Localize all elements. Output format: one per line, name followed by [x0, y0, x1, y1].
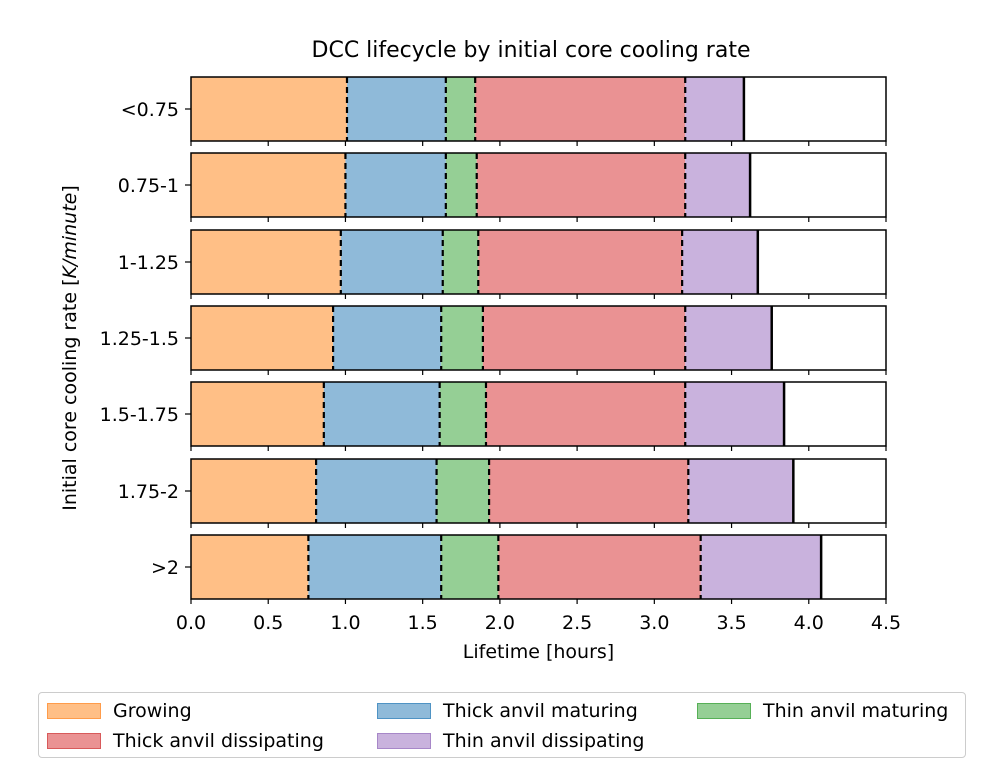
bar-1-5-1-75-growing [191, 382, 324, 446]
bar-2-thick-anvil-maturing [308, 535, 442, 599]
chart-panels: <0.75 0.75-1 1-1.25 1.25-1.5 1.5-1.75 1.75-2 >… [100, 76, 901, 634]
x-tick-label-4-5: 4.5 [871, 612, 901, 634]
bar-0-75-1-thick-anvil-dissipating [476, 153, 686, 217]
y-tick-label-0-75: <0.75 [121, 99, 179, 121]
legend-swatch-thick-anvil-maturing [377, 703, 431, 719]
x-axis-label: Lifetime [hours] [463, 641, 614, 663]
chart-svg: DCC lifecycle by initial core cooling ra… [59, 38, 901, 663]
bar-1-1-25-growing [191, 230, 341, 294]
y-axis-label-prefix: Initial core cooling rate [ [59, 279, 81, 511]
bar-0-75-thick-anvil-maturing [346, 77, 446, 141]
bar-1-75-2-thick-anvil-dissipating [489, 459, 689, 523]
y-axis-label-unit: K/minute [59, 193, 81, 279]
legend-item-thin-anvil-maturing: Thin anvil maturing [697, 699, 948, 723]
bar-1-25-1-5-thin-anvil-dissipating [685, 306, 772, 370]
legend-swatch-thin-anvil-dissipating [377, 733, 431, 749]
bar-1-1-25-thin-anvil-dissipating [682, 230, 758, 294]
y-tick-label-2: >2 [151, 557, 179, 579]
y-tick-label-1-75-2: 1.75-2 [118, 481, 179, 503]
bar-0-75-1-thick-anvil-maturing [345, 153, 446, 217]
x-tick-label-3-5: 3.5 [716, 612, 746, 634]
bar-1-25-1-5-growing [191, 306, 334, 370]
bar-1-25-1-5-thin-anvil-maturing [441, 306, 483, 370]
legend-item-thick-anvil-dissipating: Thick anvil dissipating [47, 729, 324, 753]
legend-label-thin-anvil-dissipating: Thin anvil dissipating [443, 730, 645, 752]
legend-label-thin-anvil-maturing: Thin anvil maturing [763, 700, 949, 722]
bar-0-75-1-thin-anvil-maturing [445, 153, 477, 217]
legend-label-growing: Growing [113, 700, 192, 722]
legend-swatch-thick-anvil-dissipating [47, 733, 101, 749]
x-tick-label-3-0: 3.0 [639, 612, 669, 634]
y-tick-label-1-25-1-5: 1.25-1.5 [100, 328, 179, 350]
y-tick-label-1-1-25: 1-1.25 [118, 252, 179, 274]
y-tick-label-1-5-1-75: 1.5-1.75 [100, 404, 179, 426]
legend-swatch-growing [47, 703, 101, 719]
legend-label-thick-anvil-dissipating: Thick anvil dissipating [113, 730, 324, 752]
y-axis-label: Initial core cooling rate [K/minute] [59, 185, 81, 511]
bar-2-thin-anvil-maturing [441, 535, 499, 599]
bar-0-75-thin-anvil-maturing [445, 77, 476, 141]
bar-1-1-25-thin-anvil-maturing [442, 230, 479, 294]
legend-item-growing: Growing [47, 699, 192, 723]
bar-1-75-2-growing [191, 459, 317, 523]
x-tick-label-2-5: 2.5 [562, 612, 592, 634]
bar-1-25-1-5-thick-anvil-maturing [333, 306, 442, 370]
y-axis-label-suffix: ] [59, 185, 81, 192]
bar-2-thin-anvil-dissipating [700, 535, 822, 599]
bar-1-1-25-thick-anvil-dissipating [478, 230, 683, 294]
bar-0-75-thin-anvil-dissipating [685, 77, 744, 141]
bar-1-75-2-thin-anvil-dissipating [688, 459, 794, 523]
bar-2-thick-anvil-dissipating [498, 535, 701, 599]
bar-0-75-thick-anvil-dissipating [475, 77, 686, 141]
y-tick-label-0-75-1: 0.75-1 [118, 175, 179, 197]
bar-1-5-1-75-thin-anvil-maturing [439, 382, 486, 446]
legend-label-thick-anvil-maturing: Thick anvil maturing [443, 700, 638, 722]
bar-1-5-1-75-thin-anvil-dissipating [685, 382, 785, 446]
x-tick-label-4-0: 4.0 [794, 612, 824, 634]
x-tick-label-2-0: 2.0 [485, 612, 515, 634]
bar-0-75-growing [191, 77, 347, 141]
legend-item-thick-anvil-maturing: Thick anvil maturing [377, 699, 638, 723]
bar-1-5-1-75-thick-anvil-dissipating [485, 382, 686, 446]
x-tick-label-1-5: 1.5 [408, 612, 438, 634]
bar-1-75-2-thin-anvil-maturing [436, 459, 490, 523]
legend-item-thin-anvil-dissipating: Thin anvil dissipating [377, 729, 645, 753]
bar-1-25-1-5-thick-anvil-dissipating [482, 306, 686, 370]
x-tick-label-0-5: 0.5 [253, 612, 283, 634]
bar-1-75-2-thick-anvil-maturing [316, 459, 437, 523]
legend: Growing Thick anvil dissipating Thick an… [38, 692, 966, 758]
bar-1-1-25-thick-anvil-maturing [340, 230, 443, 294]
x-tick-label-1-0: 1.0 [330, 612, 360, 634]
bar-0-75-1-thin-anvil-dissipating [685, 153, 751, 217]
x-tick-label-0-0: 0.0 [176, 612, 206, 634]
bar-0-75-1-growing [191, 153, 346, 217]
bar-2-growing [191, 535, 309, 599]
chart-title: DCC lifecycle by initial core cooling ra… [312, 38, 751, 63]
legend-swatch-thin-anvil-maturing [697, 703, 751, 719]
bar-1-5-1-75-thick-anvil-maturing [323, 382, 440, 446]
